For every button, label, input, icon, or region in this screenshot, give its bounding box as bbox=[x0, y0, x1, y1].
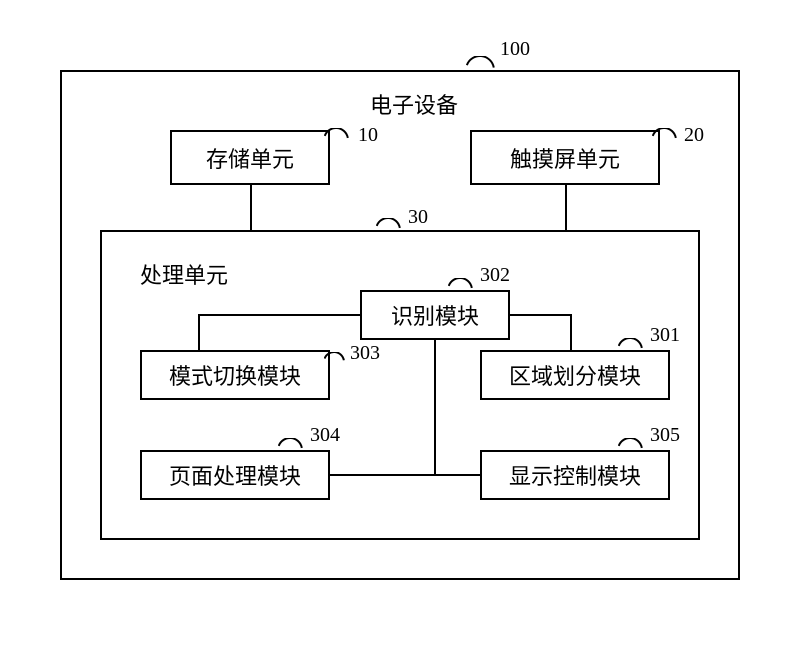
touch-ref: 20 bbox=[684, 124, 704, 147]
module-mode-label: 模式切换模块 bbox=[142, 352, 328, 398]
processing-unit-title: 处理单元 bbox=[140, 258, 228, 290]
module-mode-leader-icon bbox=[324, 352, 348, 376]
connector-recog_center_v bbox=[434, 340, 436, 474]
module-recog-leader-icon bbox=[448, 278, 476, 306]
module-recog-label: 识别模块 bbox=[362, 292, 508, 338]
module-region-leader-icon bbox=[618, 338, 646, 366]
module-region-ref: 301 bbox=[650, 324, 680, 347]
connector-recog_right_v bbox=[570, 314, 572, 350]
module-display-ref: 305 bbox=[650, 424, 680, 447]
storage-box: 存储单元 bbox=[170, 130, 330, 185]
storage-label: 存储单元 bbox=[172, 132, 328, 183]
processing-unit-ref: 30 bbox=[408, 206, 428, 229]
connector-recog_left_h bbox=[198, 314, 360, 316]
connector-recog_right_h bbox=[510, 314, 572, 316]
processing-unit-leader-icon bbox=[376, 218, 404, 246]
outer-title: 电子设备 bbox=[370, 88, 458, 120]
outer-leader-icon bbox=[466, 56, 498, 88]
module-display-leader-icon bbox=[618, 438, 646, 466]
touch-label: 触摸屏单元 bbox=[472, 132, 658, 183]
connector-bottom_h_left bbox=[330, 474, 436, 476]
module-page-ref: 304 bbox=[310, 424, 340, 447]
module-recog-box: 识别模块 bbox=[360, 290, 510, 340]
touch-box: 触摸屏单元 bbox=[470, 130, 660, 185]
module-mode-box: 模式切换模块 bbox=[140, 350, 330, 400]
outer-ref: 100 bbox=[500, 38, 530, 61]
storage-leader-icon bbox=[324, 128, 352, 156]
module-page-leader-icon bbox=[278, 438, 306, 466]
connector-storage_bottom bbox=[250, 185, 252, 230]
module-mode-ref: 303 bbox=[350, 342, 380, 365]
connector-bottom_h_right bbox=[434, 474, 480, 476]
touch-leader-icon bbox=[652, 128, 680, 156]
storage-ref: 10 bbox=[358, 124, 378, 147]
module-recog-ref: 302 bbox=[480, 264, 510, 287]
connector-touch_bottom bbox=[565, 185, 567, 230]
diagram-canvas: 电子设备 100 存储单元 10 触摸屏单元 20 处理单元 30 识别模块 302 模式… bbox=[0, 0, 800, 645]
connector-recog_left_v bbox=[198, 314, 200, 350]
